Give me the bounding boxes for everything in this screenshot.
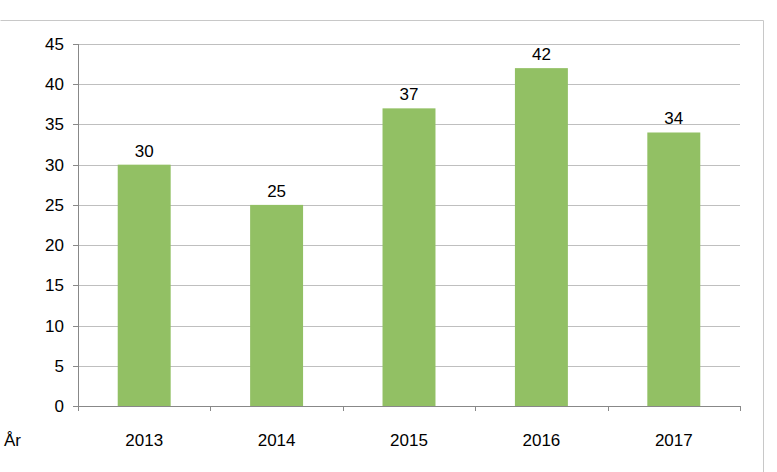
grid-line bbox=[78, 406, 740, 407]
chart: 0 5 10 15 20 25 30 35 40 45 30 25 37 42 34 2013 2014 2015… bbox=[0, 0, 777, 472]
y-tick-label: 30 bbox=[45, 156, 64, 175]
y-tick-label: 5 bbox=[55, 357, 64, 376]
y-tick bbox=[73, 165, 78, 166]
y-tick bbox=[73, 84, 78, 85]
y-tick bbox=[73, 124, 78, 125]
y-tick-label: 40 bbox=[45, 75, 64, 94]
bar bbox=[118, 165, 171, 406]
y-tick bbox=[73, 326, 78, 327]
chart-border bbox=[1, 21, 764, 472]
y-tick-label: 35 bbox=[45, 115, 64, 134]
y-tick bbox=[73, 205, 78, 206]
y-tick bbox=[73, 245, 78, 246]
grid-line bbox=[78, 44, 740, 45]
x-tick bbox=[475, 406, 476, 411]
y-tick-label: 0 bbox=[55, 397, 64, 416]
data-label: 30 bbox=[135, 142, 154, 161]
y-tick-label: 15 bbox=[45, 276, 64, 295]
y-tick bbox=[73, 285, 78, 286]
x-tick-label: 2016 bbox=[522, 431, 560, 450]
bar bbox=[383, 108, 436, 406]
x-tick bbox=[740, 406, 741, 411]
x-tick bbox=[78, 406, 79, 411]
data-label: 34 bbox=[664, 109, 683, 128]
x-axis bbox=[78, 406, 740, 407]
data-label: 42 bbox=[532, 45, 551, 64]
x-tick-label: 2013 bbox=[125, 431, 163, 450]
y-tick-label: 10 bbox=[45, 317, 64, 336]
data-label: 25 bbox=[267, 182, 286, 201]
x-tick bbox=[608, 406, 609, 411]
x-tick-label: 2015 bbox=[390, 431, 428, 450]
x-tick-label: 2017 bbox=[655, 431, 693, 450]
y-tick bbox=[73, 44, 78, 45]
bar bbox=[647, 132, 700, 406]
y-tick-label: 45 bbox=[45, 35, 64, 54]
x-tick bbox=[210, 406, 211, 411]
y-tick bbox=[73, 406, 78, 407]
y-tick bbox=[73, 366, 78, 367]
y-axis bbox=[78, 44, 79, 406]
x-tick bbox=[343, 406, 344, 411]
bar bbox=[250, 205, 303, 406]
y-tick-label: 25 bbox=[45, 196, 64, 215]
x-axis-label: År bbox=[4, 431, 21, 450]
data-label: 37 bbox=[400, 85, 419, 104]
y-tick-label: 20 bbox=[45, 236, 64, 255]
bars bbox=[118, 68, 701, 406]
bar bbox=[515, 68, 568, 406]
x-tick-label: 2014 bbox=[258, 431, 296, 450]
